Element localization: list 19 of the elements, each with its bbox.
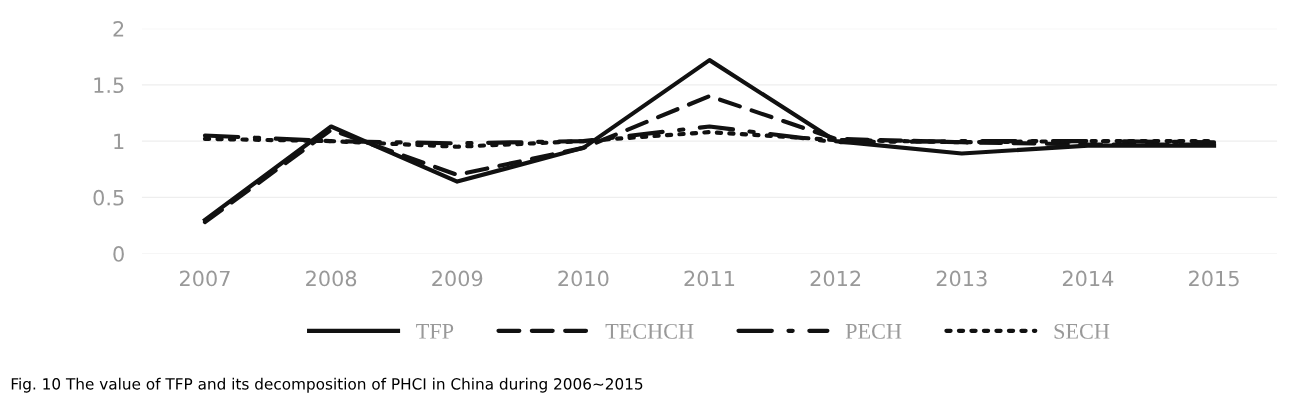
y-tick-label: 1 (114, 133, 124, 150)
x-tick-label: 2013 (936, 270, 987, 287)
x-tick-label: 2007 (179, 270, 230, 287)
x-tick-label: 2009 (432, 270, 483, 287)
x-tick-label: 2015 (1189, 270, 1239, 287)
legend-label: SECH (1054, 323, 1110, 339)
legend-label: PECH (845, 323, 902, 339)
x-tick-label: 2010 (558, 270, 609, 287)
x-tick-label: 2014 (1062, 270, 1114, 287)
legend-label: TFP (416, 324, 454, 339)
y-tick-label: 1.5 (94, 77, 124, 94)
caption: Fig. 10 The value of TFP and its decomposition of PHCI in China during 2006~2015 (11, 377, 643, 393)
y-tick-label: 0.5 (93, 189, 124, 206)
y-tick-label: 0 (113, 246, 124, 262)
legend-label: TECHCH (605, 323, 694, 339)
x-tick-label: 2012 (810, 270, 861, 287)
x-tick-label: 2011 (684, 270, 735, 287)
y-tick-label: 2 (113, 21, 124, 37)
x-tick-label: 2008 (306, 270, 357, 287)
